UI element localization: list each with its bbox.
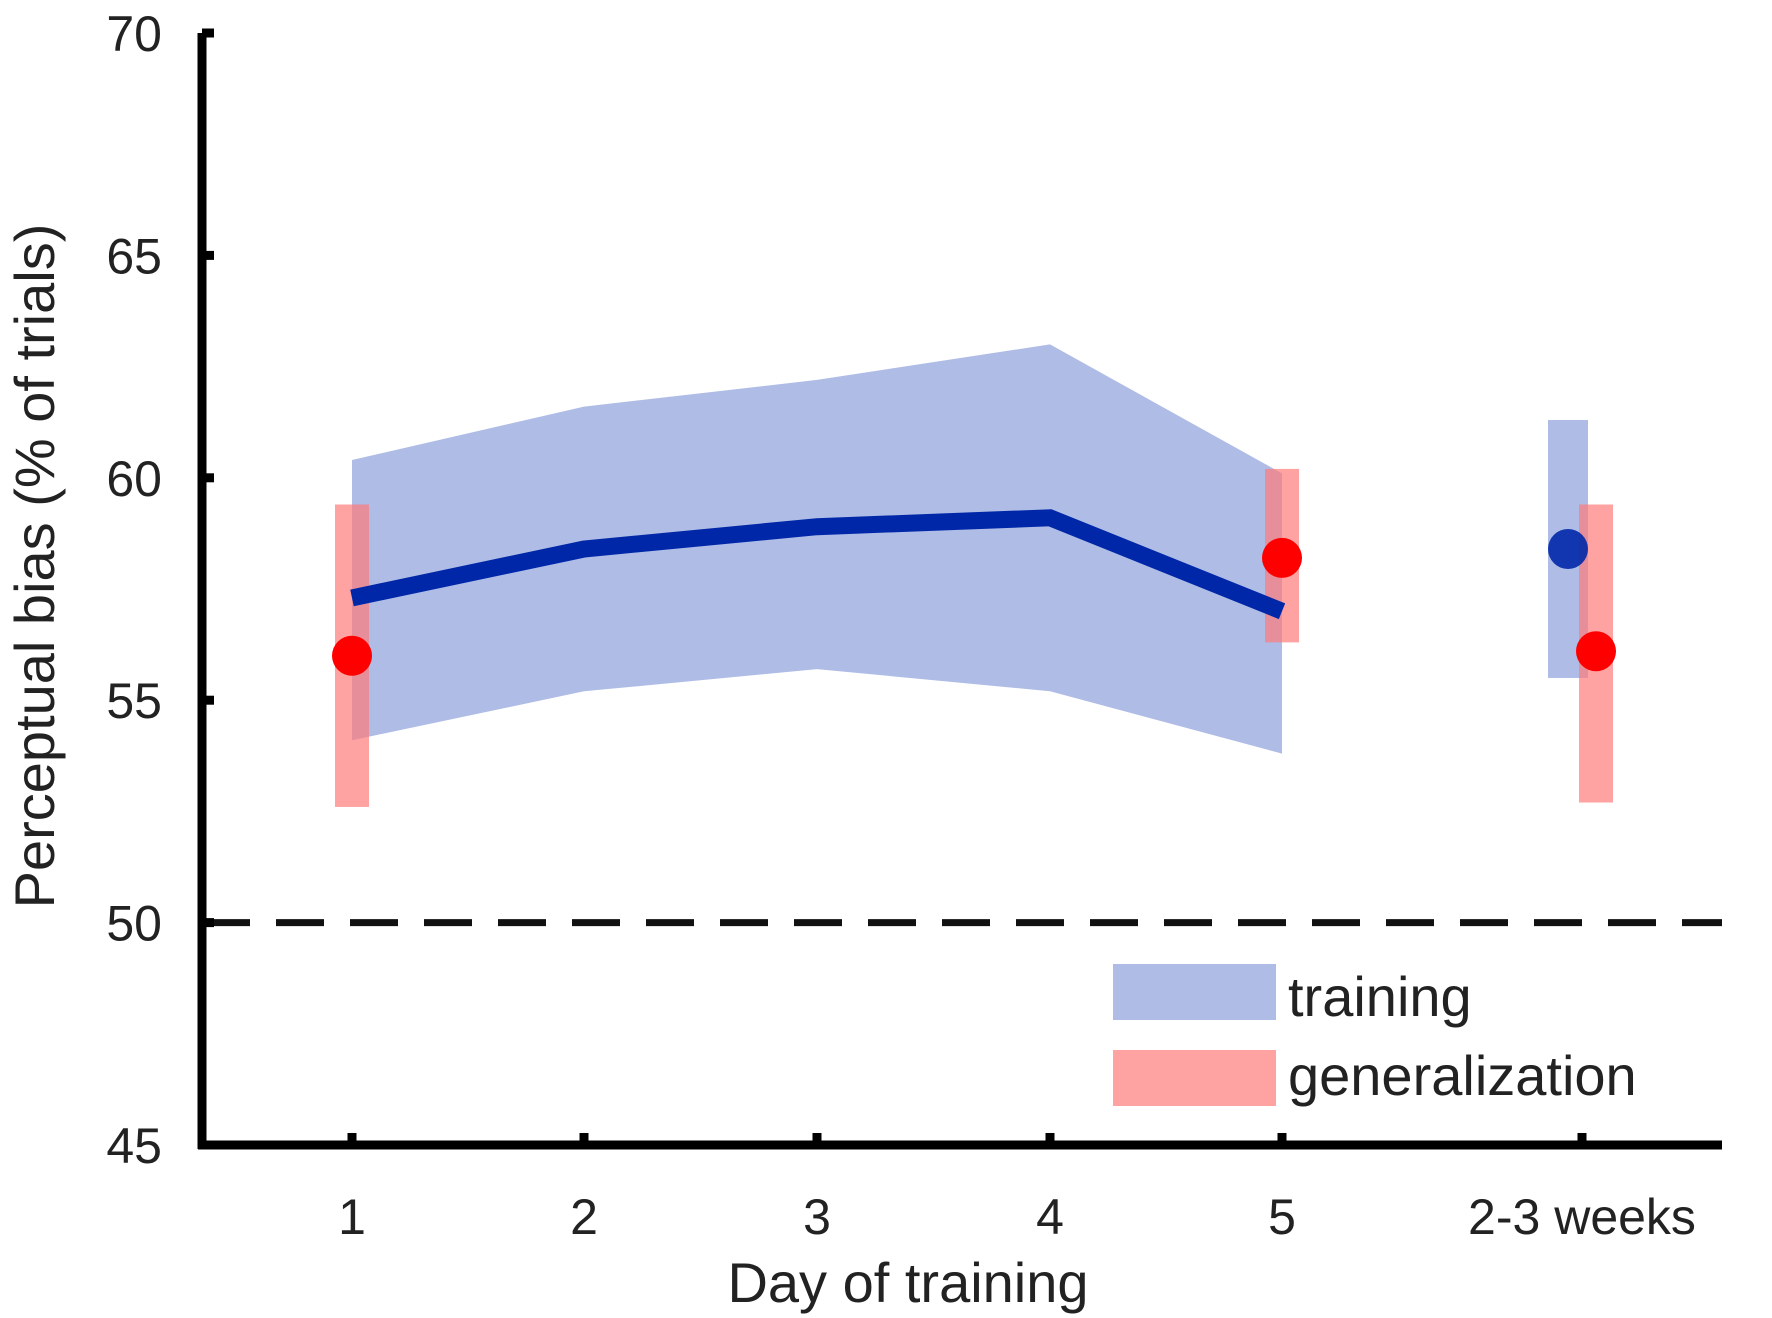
series-lines [350,509,1286,620]
x-tick-label: 3 [803,1189,831,1245]
y-axis-label: Perceptual bias (% of trials) [3,224,66,909]
y-tick-label: 60 [106,451,162,507]
y-tick-label: 65 [106,228,162,284]
legend-label-training: training [1288,965,1472,1028]
training-mean-line [350,509,1286,620]
generalization-point [1576,631,1616,672]
x-tick-label: 1 [338,1189,366,1245]
axes [197,28,1722,1150]
generalization-point [1262,537,1302,578]
y-tick-label: 55 [106,673,162,729]
training-band [352,344,1282,754]
x-tick-label: 5 [1268,1189,1296,1245]
training-point [1548,528,1588,569]
legend-label-generalization: generalization [1288,1044,1637,1107]
generalization-point [332,635,372,676]
y-tick-label: 70 [106,6,162,62]
legend-swatch-training [1113,964,1276,1020]
x-axis-label: Day of training [727,1251,1088,1314]
y-tick-label: 45 [106,1118,162,1174]
confidence-bands [335,344,1613,807]
legend-swatch-generalization [1113,1050,1276,1106]
legend: training generalization [1113,964,1637,1107]
x-tick-label: 2-3 weeks [1468,1189,1696,1245]
x-tick-label: 4 [1036,1189,1064,1245]
y-tick-label: 50 [106,896,162,952]
data-points [332,528,1616,676]
x-tick-label: 2 [570,1189,598,1245]
